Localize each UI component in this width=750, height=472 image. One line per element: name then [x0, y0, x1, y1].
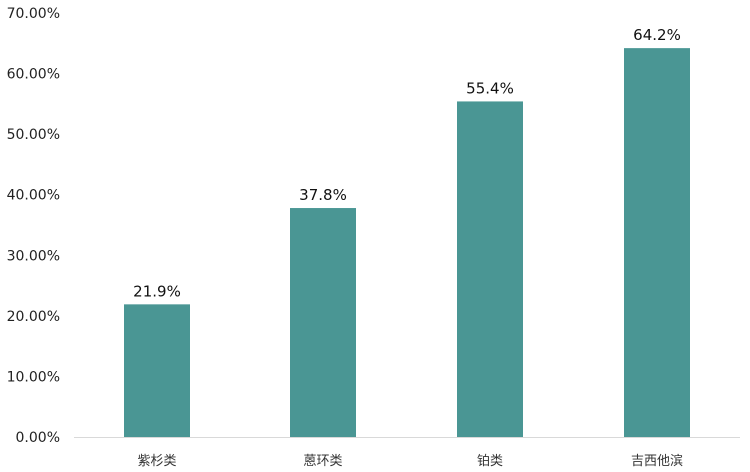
y-tick-label: 0.00%	[16, 430, 60, 446]
data-label: 37.8%	[299, 186, 347, 204]
y-tick-label: 20.00%	[7, 309, 60, 325]
x-category-label: 蒽环类	[303, 454, 342, 469]
data-label: 64.2%	[633, 26, 681, 44]
x-category-label: 铂类	[477, 453, 503, 469]
x-category-label: 紫杉类	[137, 454, 176, 469]
data-label: 55.4%	[466, 79, 514, 97]
x-category-label: 吉西他滨	[631, 453, 683, 469]
data-label: 21.9%	[133, 282, 181, 300]
y-tick-label: 40.00%	[7, 188, 60, 204]
y-tick-label: 60.00%	[7, 67, 60, 83]
y-tick-label: 30.00%	[7, 248, 60, 264]
bar	[457, 101, 523, 437]
bar	[124, 304, 190, 437]
y-tick-label: 10.00%	[7, 369, 60, 385]
bar	[624, 48, 690, 437]
y-tick-label: 50.00%	[7, 127, 60, 143]
y-tick-label: 70.00%	[7, 6, 60, 22]
bar	[290, 208, 356, 437]
